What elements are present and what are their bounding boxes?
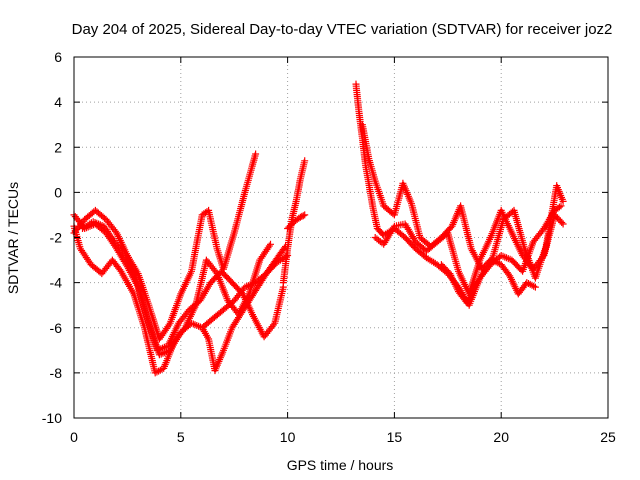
y-tick-label: -10 bbox=[42, 410, 62, 426]
plus-marker bbox=[539, 253, 547, 261]
x-tick-label: 20 bbox=[493, 429, 509, 445]
plus-marker bbox=[265, 242, 273, 250]
plus-marker bbox=[531, 283, 539, 291]
chart-title: Day 204 of 2025, Sidereal Day-to-day VTE… bbox=[72, 21, 613, 38]
plus-marker bbox=[269, 321, 277, 329]
y-tick-label: -6 bbox=[50, 320, 63, 336]
plus-marker bbox=[501, 253, 509, 261]
y-tick-label: 6 bbox=[54, 49, 62, 65]
y-tick-label: -8 bbox=[50, 365, 63, 381]
x-tick-label: 15 bbox=[387, 429, 403, 445]
y-tick-label: -4 bbox=[50, 275, 63, 291]
grid bbox=[74, 57, 608, 418]
y-tick-label: 0 bbox=[54, 184, 62, 200]
plus-marker bbox=[301, 211, 309, 219]
series-track-g bbox=[284, 211, 309, 232]
plus-marker bbox=[530, 282, 538, 290]
x-tick-label: 5 bbox=[177, 429, 185, 445]
x-tick-label: 0 bbox=[70, 429, 78, 445]
series-track-j bbox=[371, 206, 567, 298]
y-tick-label: -2 bbox=[50, 230, 63, 246]
plus-marker bbox=[299, 212, 307, 220]
series-track-e bbox=[198, 243, 289, 375]
series-track-k bbox=[437, 256, 539, 307]
x-tick-label: 25 bbox=[600, 429, 616, 445]
data-markers bbox=[70, 80, 567, 377]
y-tick-label: 2 bbox=[54, 139, 62, 155]
series-track-i bbox=[358, 121, 567, 282]
y-axis-label: SDTVAR / TECUs bbox=[5, 182, 21, 294]
plus-marker bbox=[252, 150, 260, 158]
series-track-f bbox=[279, 157, 309, 287]
plus-marker bbox=[559, 197, 567, 205]
plus-marker bbox=[111, 227, 119, 235]
x-axis-label: GPS time / hours bbox=[287, 457, 394, 473]
x-tick-label: 10 bbox=[280, 429, 296, 445]
plus-marker bbox=[555, 203, 563, 211]
series-track-b bbox=[70, 150, 260, 343]
plus-marker bbox=[557, 202, 565, 210]
plus-marker bbox=[559, 220, 567, 228]
plus-marker bbox=[157, 345, 165, 353]
plus-marker bbox=[558, 219, 566, 226]
axis-ticks: 0 5 10 15 20 25 -10 -8 -6 -4 -2 0 2 4 6 bbox=[42, 49, 616, 445]
plus-marker bbox=[189, 320, 197, 328]
plus-marker bbox=[301, 157, 309, 165]
plus-marker bbox=[95, 220, 103, 228]
plus-marker bbox=[267, 240, 274, 248]
series-track-d bbox=[79, 218, 287, 354]
y-tick-label: 4 bbox=[54, 94, 62, 110]
